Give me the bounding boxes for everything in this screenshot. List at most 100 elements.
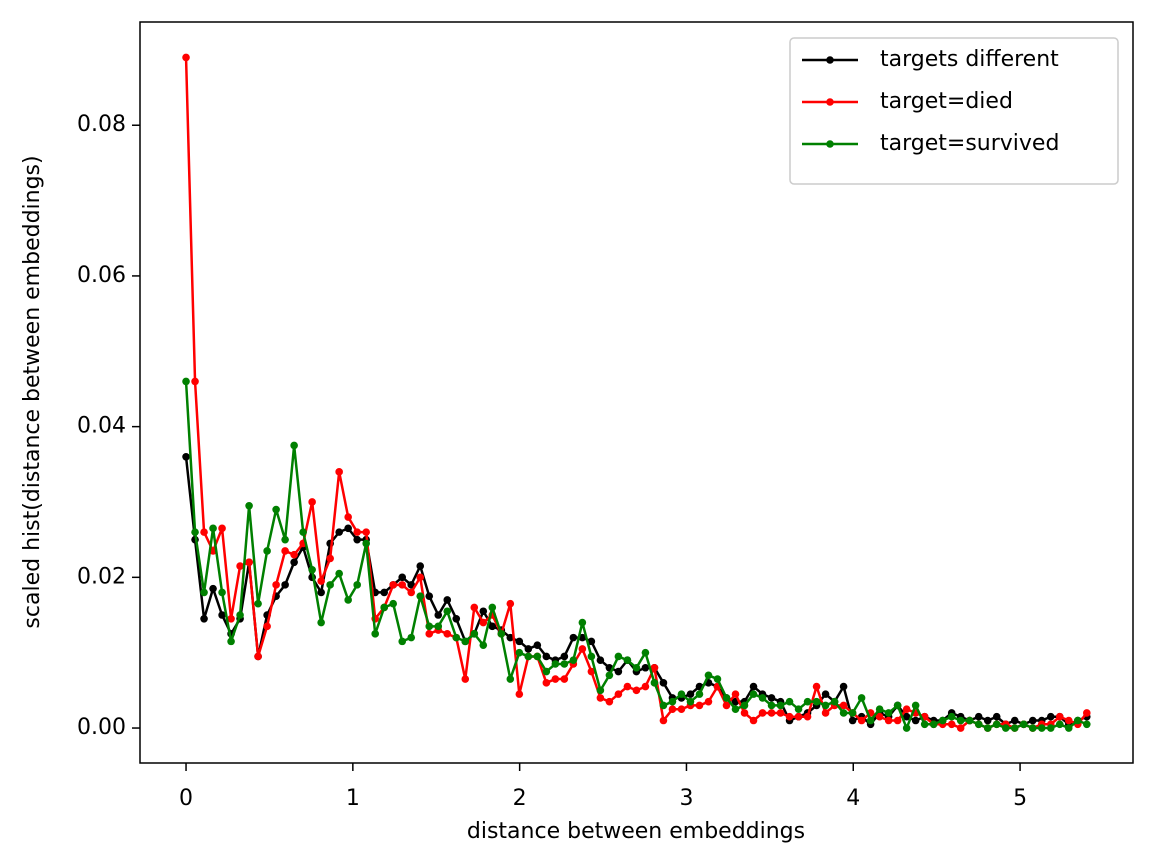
point [749,690,758,698]
point [506,633,515,642]
point [884,716,893,725]
point [281,535,289,544]
point [353,528,361,536]
point [587,667,596,676]
y-tick-label: 0.04 [77,414,126,439]
point [686,697,695,706]
point [443,607,452,616]
point [776,701,785,710]
point [641,682,650,691]
y-axis-label: scaled hist(distance between embeddings) [20,155,45,628]
point [767,694,776,702]
point [560,675,569,683]
point [731,690,740,698]
point [632,663,641,672]
x-tick-label: 5 [1013,786,1027,811]
point [695,701,704,710]
point [866,716,875,725]
point [353,581,361,589]
point [875,705,884,713]
point [182,53,190,62]
point [443,630,452,638]
legend-marker [826,98,834,106]
point [668,705,677,713]
point [542,667,551,676]
y-tick-label: 0.00 [77,715,126,740]
point [668,697,677,706]
point [596,694,605,702]
point [1082,720,1091,729]
point [650,679,659,687]
point [911,716,920,725]
point [281,547,289,555]
x-tick-label: 0 [179,786,193,811]
point [704,671,713,680]
point [614,652,623,661]
point [920,720,929,729]
x-tick-label: 3 [679,786,693,811]
point [992,720,1001,729]
point [893,716,902,725]
point [326,554,334,563]
point [434,622,443,631]
point [290,558,298,567]
point [470,603,479,612]
point [767,709,776,717]
point [578,645,587,653]
point [875,712,884,721]
legend-label: target=survived [880,131,1059,156]
point [389,599,398,608]
point [425,630,434,638]
point [785,697,794,706]
point [623,682,632,691]
y-tick-label: 0.06 [77,263,126,288]
point [335,569,343,578]
point [479,641,488,649]
point [299,528,307,536]
point [659,716,668,725]
point [380,588,389,597]
legend-label: target=died [880,89,1013,114]
point [749,716,758,725]
point [947,720,956,729]
point [632,686,641,695]
point [902,712,911,721]
point [515,648,524,657]
point [587,652,596,661]
point [686,690,695,698]
point [524,645,533,653]
point [407,633,416,642]
point [641,663,650,672]
point [749,682,758,691]
point [1046,724,1055,732]
legend-box [789,37,1119,185]
point [929,720,938,729]
point [452,633,461,642]
point [776,709,785,717]
point [821,709,830,717]
point [344,596,352,604]
point [317,588,325,597]
point [803,712,812,721]
point [209,524,217,533]
point [947,712,956,721]
point [1037,724,1046,732]
point [857,694,866,702]
point [992,712,1001,721]
point [533,641,542,649]
point [1082,709,1091,717]
point [434,611,443,619]
point [290,441,298,450]
point [1019,720,1028,729]
x-tick-label: 4 [846,786,860,811]
point [1073,716,1082,725]
legend-marker [826,140,834,148]
point [344,513,352,521]
point [416,562,425,570]
point [605,671,614,680]
point [245,501,253,510]
point [263,622,271,631]
point [443,596,452,604]
point [848,716,857,725]
point [416,573,425,582]
